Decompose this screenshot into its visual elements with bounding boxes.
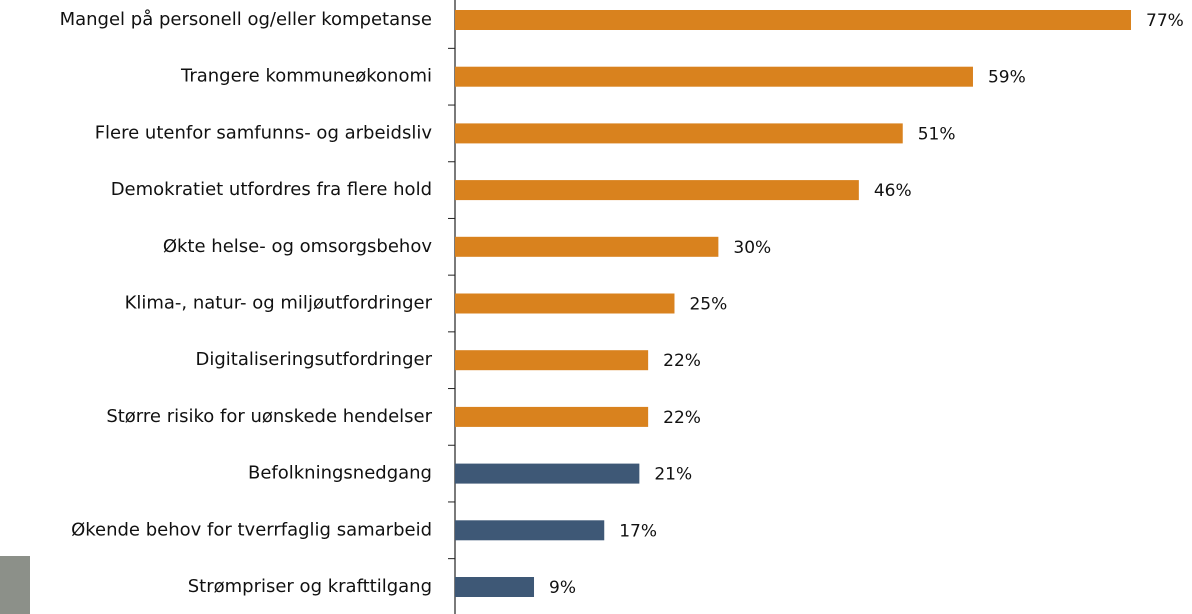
category-label: Flere utenfor samfunns- og arbeidsliv [95, 122, 433, 143]
bar [455, 237, 718, 257]
category-label: Digitaliseringsutfordringer [196, 349, 433, 370]
category-label: Økende behov for tverrfaglig samarbeid [71, 519, 432, 540]
chart: Mangel på personell og/eller kompetanse 7… [0, 0, 1192, 614]
value-label: 9% [549, 578, 576, 598]
category-label: Befolkningsnedgang [248, 463, 432, 484]
bar [455, 67, 973, 87]
value-label: 46% [874, 181, 912, 201]
bar [455, 10, 1131, 30]
bar [455, 520, 604, 540]
category-label: Større risiko for uønskede hendelser [106, 406, 432, 427]
value-label: 17% [619, 521, 657, 541]
category-label: Klima-, natur- og miljøutfordringer [125, 293, 433, 314]
bar [455, 123, 903, 143]
category-label: Økte helse- og omsorgsbehov [163, 236, 433, 257]
value-label: 22% [663, 408, 701, 428]
bar [455, 350, 648, 370]
value-label: 22% [663, 351, 701, 371]
bar [455, 180, 859, 200]
category-label: Mangel på personell og/eller kompetanse [60, 9, 432, 30]
value-label: 21% [654, 465, 692, 485]
bar [455, 464, 639, 484]
bar [455, 407, 648, 427]
photo-fragment [0, 556, 30, 614]
category-label: Demokratiet utfordres fra flere hold [111, 179, 432, 200]
value-label: 51% [918, 124, 956, 144]
value-label: 30% [733, 238, 771, 258]
value-label: 77% [1146, 11, 1184, 31]
bar [455, 294, 674, 314]
category-label: Trangere kommuneøkonomi [180, 66, 432, 87]
value-label: 59% [988, 68, 1026, 88]
page: {"chart_data": {"type": "hbar", "categor… [0, 0, 1192, 614]
value-label: 25% [689, 295, 727, 315]
category-label: Strømpriser og krafttilgang [188, 576, 432, 597]
bar [455, 577, 534, 597]
